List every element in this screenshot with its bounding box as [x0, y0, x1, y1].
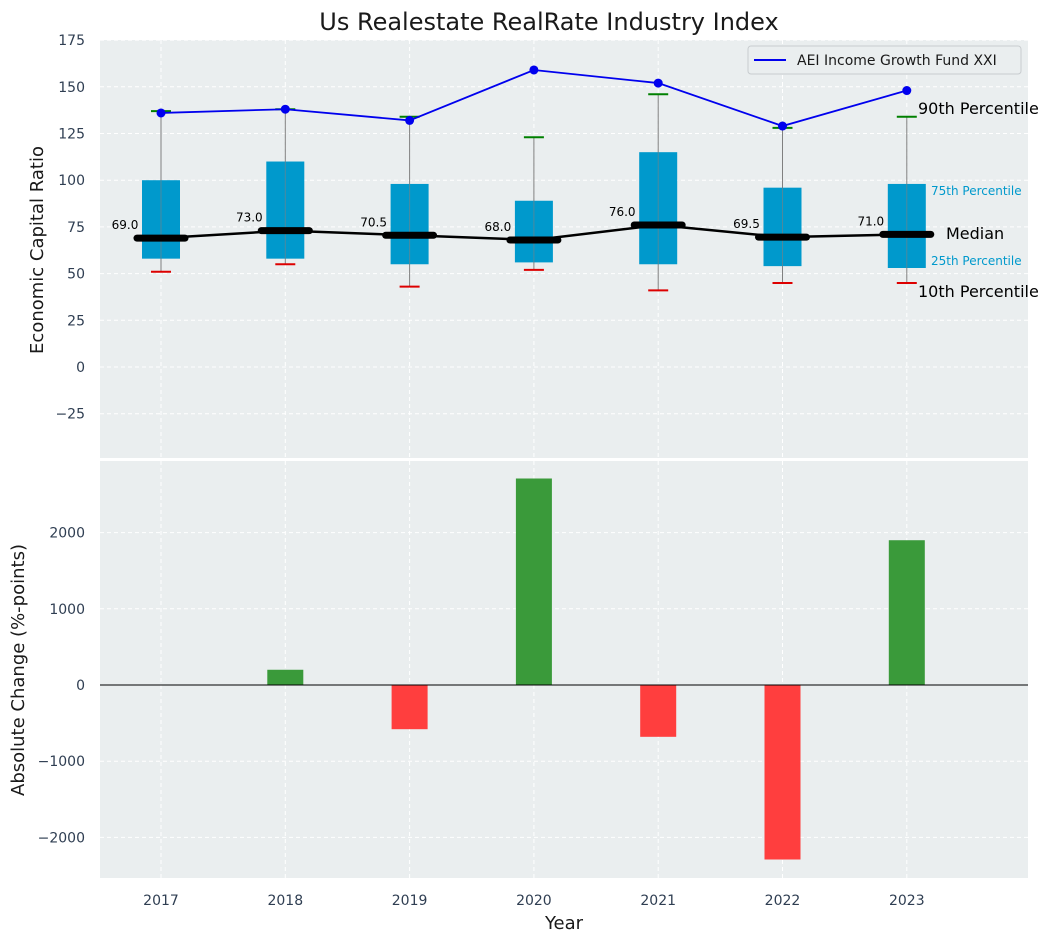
bottom-y-tick-label: 0 [76, 678, 85, 694]
annotation-median: Median [946, 224, 1004, 243]
fund-point [405, 115, 415, 125]
top-y-tick-label: 0 [76, 360, 85, 376]
bottom-y-tick-label: −1000 [38, 754, 85, 770]
annotation-p90: 90th Percentile [918, 99, 1039, 118]
median-value-label: 69.0 [112, 218, 139, 232]
boxes [142, 152, 926, 268]
median-value-label: 70.5 [360, 215, 387, 229]
top-grid [100, 39, 1028, 458]
change-bar [764, 685, 801, 860]
top-y-axis-label: Economic Capital Ratio [27, 146, 48, 354]
legend-box [747, 45, 1022, 75]
x-ticks: 2017 2018 2019 2020 2021 2022 2023 [143, 893, 924, 909]
top-y-tick-label: 175 [58, 33, 85, 49]
top-y-ticks: −25 0 25 50 75 100 125 150 175 [55, 33, 85, 423]
legend: AEI Income Growth Fund XXI [747, 45, 1022, 75]
change-bars [267, 478, 925, 860]
bottom-y-tick-label: 1000 [49, 602, 85, 618]
fund-point [902, 86, 912, 96]
legend-label-aei: AEI Income Growth Fund XXI [797, 53, 997, 69]
change-bar [888, 540, 925, 685]
top-y-tick-label: 75 [67, 220, 85, 236]
top-y-tick-label: 100 [58, 173, 85, 189]
bottom-y-ticks: −2000 −1000 0 1000 2000 [38, 526, 85, 847]
x-tick-label: 2018 [267, 893, 303, 909]
bottom-y-axis-label: Absolute Change (%-points) [8, 544, 29, 796]
x-tick-label: 2021 [640, 893, 676, 909]
median-value-label: 73.0 [236, 211, 263, 225]
change-bar [391, 685, 428, 730]
fund-series [156, 65, 912, 131]
top-y-tick-label: 125 [58, 127, 85, 143]
top-y-tick-label: 25 [67, 313, 85, 329]
x-tick-label: 2019 [392, 893, 428, 909]
chart-title: Us Realestate RealRate Industry Index [319, 8, 778, 36]
change-bar [640, 685, 677, 737]
x-axis-label: Year [544, 913, 584, 934]
fund-point [529, 65, 539, 75]
median-value-label: 68.0 [485, 220, 512, 234]
fund-point [778, 121, 787, 131]
change-bar [515, 478, 552, 685]
x-tick-label: 2023 [889, 893, 925, 909]
x-tick-label: 2020 [516, 893, 552, 909]
annotation-p25: 25th Percentile [931, 254, 1022, 268]
median-value-label: 71.0 [857, 214, 884, 228]
change-bar [267, 669, 304, 685]
bottom-y-tick-label: 2000 [49, 526, 85, 542]
top-y-tick-label: 50 [67, 267, 85, 283]
x-tick-label: 2022 [765, 893, 801, 909]
annotation-p10: 10th Percentile [918, 282, 1039, 301]
fund-point [653, 78, 663, 88]
median-value-label: 76.0 [609, 205, 636, 219]
bottom-y-tick-label: −2000 [38, 830, 85, 846]
x-tick-label: 2017 [143, 893, 179, 909]
top-y-tick-label: 150 [58, 80, 85, 96]
annotation-p75: 75th Percentile [931, 184, 1022, 198]
fund-point [280, 104, 290, 114]
fund-point [156, 108, 166, 118]
bottom-plot-background [100, 461, 1028, 878]
top-y-tick-label: −25 [55, 407, 85, 423]
median-value-label: 69.5 [733, 217, 760, 231]
median-series: 69.0 73.0 70.5 68.0 76.0 69.5 71.0 [112, 205, 935, 244]
